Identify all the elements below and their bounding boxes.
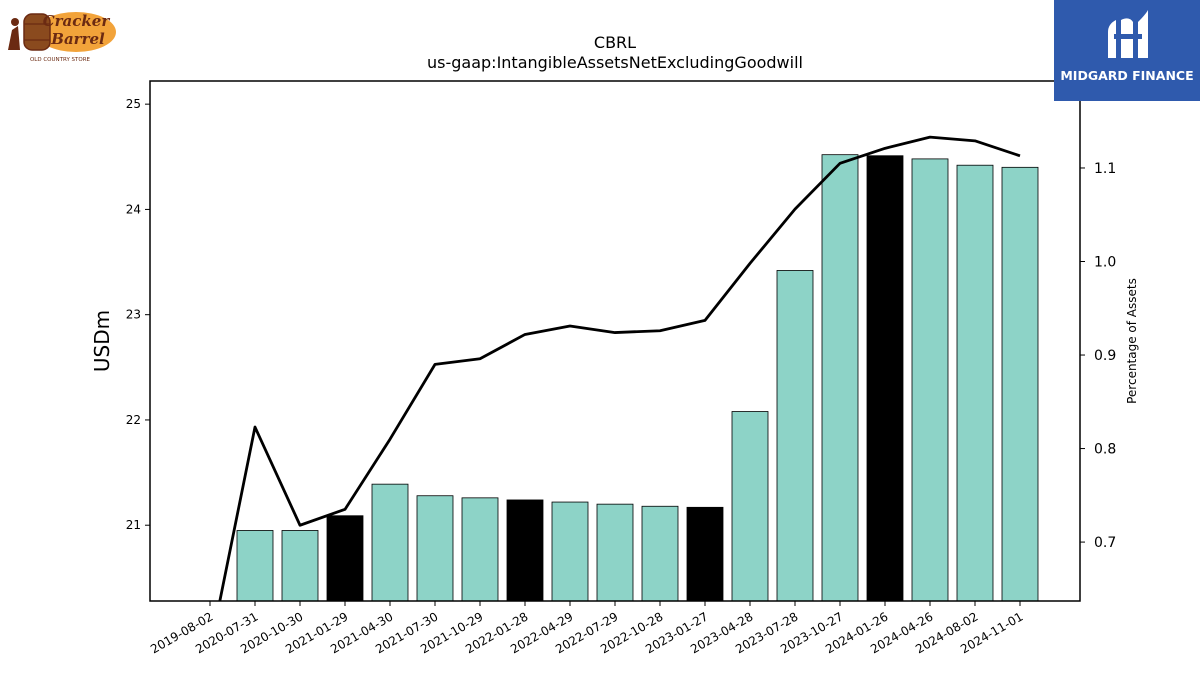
y-axis-left: 21 22 23 24 25 (126, 97, 150, 532)
x-axis: 2019-08-022020-07-312020-10-302021-01-29… (148, 601, 1026, 656)
barrel-icon (23, 13, 51, 51)
bar-2024-08-02 (956, 164, 994, 602)
y-tick-label: 25 (126, 97, 141, 111)
bars-layer (236, 154, 1039, 602)
bar-2021-10-29 (461, 497, 499, 602)
bar-2022-01-28 (506, 499, 544, 602)
man-silhouette-icon (8, 26, 20, 50)
midgard-finance-logo: MIDGARD FINANCE (1054, 0, 1200, 101)
bar-2021-04-30 (371, 483, 409, 602)
bar-2023-04-28 (731, 411, 769, 602)
line-layer (218, 135, 1021, 601)
bar-2023-07-28 (776, 270, 814, 602)
midgard-mark-icon: MIDGARD FINANCE (1060, 10, 1194, 83)
logo-tagline: OLD COUNTRY STORE (30, 57, 91, 63)
y2-tick-label: 0.8 (1094, 442, 1116, 458)
line-series (218, 135, 1021, 601)
bar-2024-11-01 (1001, 166, 1039, 602)
y-axis-label: USDm (90, 310, 114, 372)
bar-2022-10-28 (641, 505, 679, 602)
y2-tick-label: 0.9 (1094, 348, 1116, 364)
logo-right-text: MIDGARD FINANCE (1060, 68, 1193, 83)
logo-text-line2: Barrel (50, 30, 105, 48)
bar-2020-07-31 (236, 530, 274, 602)
bar-2024-04-26 (911, 158, 949, 602)
logo-text-line1: Cracker (43, 12, 111, 30)
bar-2024-01-26 (866, 155, 904, 602)
bar-2022-04-29 (551, 501, 589, 602)
chart-subtitle: us-gaap:IntangibleAssetsNetExcludingGood… (427, 53, 803, 72)
cracker-barrel-logo: Cracker Barrel OLD COUNTRY STORE (8, 12, 116, 63)
bar-2022-07-29 (596, 503, 634, 602)
chart-title: CBRL (594, 33, 636, 52)
logo-oval (36, 12, 116, 52)
y-tick-label: 23 (126, 308, 141, 322)
y-tick-label: 24 (126, 202, 141, 216)
y-tick-label: 21 (126, 518, 141, 532)
y2-tick-label: 1.0 (1094, 255, 1116, 271)
y2-axis-label: Percentage of Assets (1125, 278, 1139, 404)
y2-tick-label: 1.1 (1094, 161, 1116, 177)
y-axis-right: 0.7 0.8 0.9 1.0 1.1 (1080, 161, 1116, 551)
y-tick-label: 22 (126, 413, 141, 427)
bar-2023-10-27 (821, 154, 859, 602)
bar-2020-10-30 (281, 530, 319, 602)
bar-2021-07-30 (416, 495, 454, 602)
bar-2021-01-29 (326, 515, 364, 602)
y2-tick-label: 0.7 (1094, 535, 1116, 551)
bar-2023-01-27 (686, 506, 724, 602)
